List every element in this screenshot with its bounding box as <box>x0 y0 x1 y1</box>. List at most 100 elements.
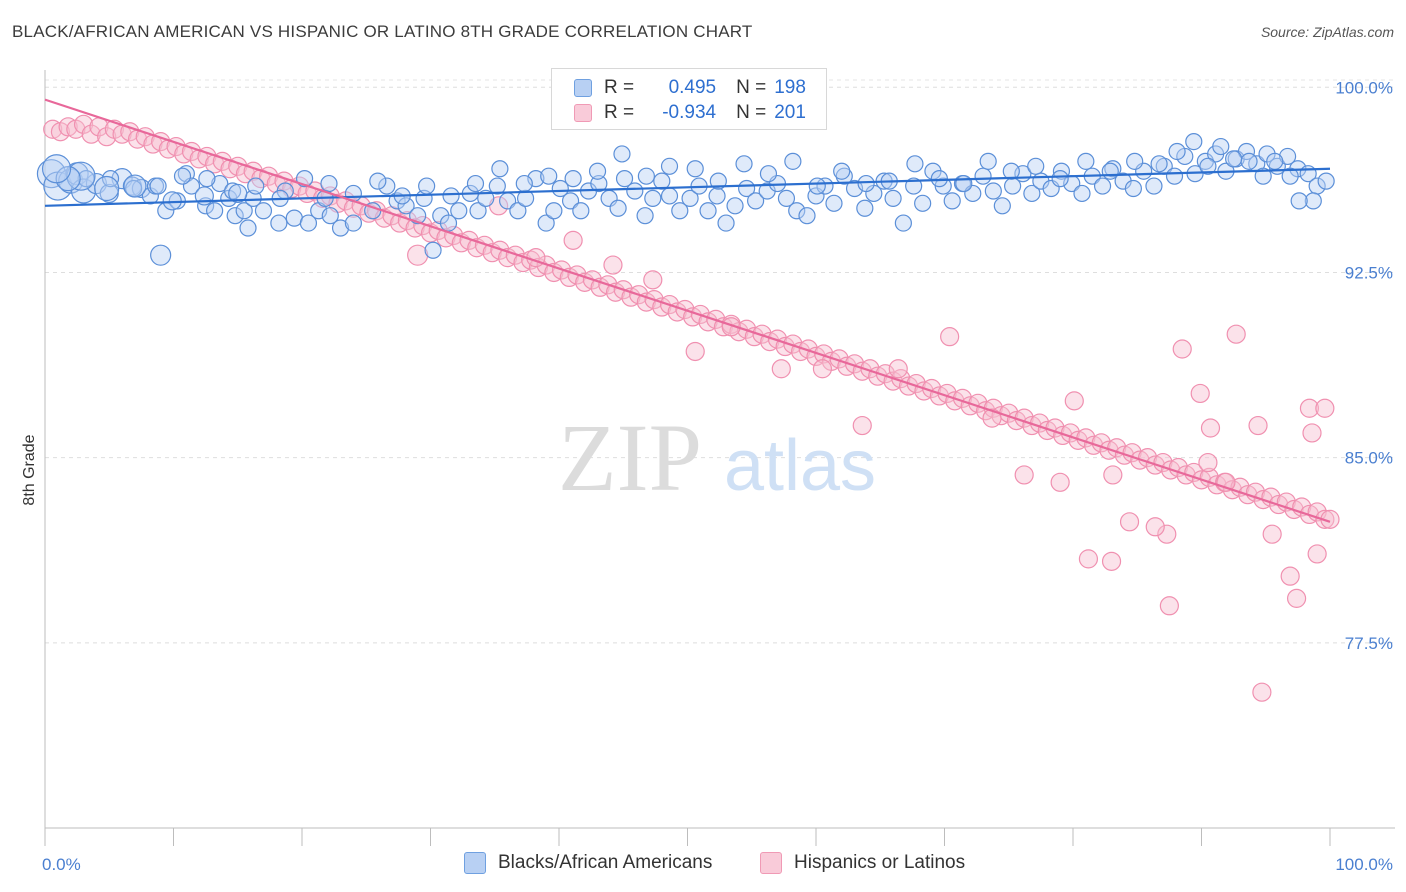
hispanic-point <box>1315 398 1335 418</box>
hispanic-point <box>721 317 741 337</box>
black-point <box>1051 170 1069 188</box>
source-label: Source: ZipAtlas.com <box>1260 24 1394 40</box>
black-point <box>123 174 147 198</box>
black-point <box>681 189 699 207</box>
legend-swatch-blue <box>574 79 592 97</box>
black-point <box>247 177 265 195</box>
hispanic-point <box>652 297 672 317</box>
hispanic-point <box>713 317 734 337</box>
hispanic-point <box>97 127 117 147</box>
black-point <box>660 187 679 205</box>
hispanic-point <box>1226 324 1246 344</box>
black-point <box>974 167 992 185</box>
black-point <box>1317 172 1335 190</box>
hispanic-point <box>1200 418 1221 438</box>
black-point <box>777 189 796 207</box>
black-point <box>747 192 765 210</box>
hispanic-point <box>767 329 788 349</box>
black-point <box>442 187 460 205</box>
black-point <box>1165 167 1184 185</box>
hispanic-point <box>829 349 849 369</box>
black-point <box>150 244 172 266</box>
y-tick-label: 100.0% <box>1335 78 1393 97</box>
hispanic-point <box>814 344 834 364</box>
black-point <box>299 214 318 232</box>
black-point <box>653 172 671 190</box>
black-point <box>588 162 607 180</box>
black-point <box>1027 157 1045 175</box>
series-legend-hispanics[interactable]: Hispanics or Latinos <box>760 852 965 874</box>
hispanic-point <box>343 198 363 218</box>
hispanic-point <box>1103 465 1123 485</box>
black-point <box>321 207 339 225</box>
hispanic-point <box>459 230 479 250</box>
black-point <box>894 214 912 232</box>
hispanic-point <box>888 359 908 379</box>
black-point <box>1278 147 1297 166</box>
black-point <box>857 174 875 193</box>
black-point <box>984 182 1002 200</box>
legend-n-value-pink: 201 <box>774 102 806 123</box>
black-point <box>906 155 924 173</box>
black-point <box>561 192 580 210</box>
hispanic-point <box>812 359 833 379</box>
hispanic-point <box>1014 465 1034 485</box>
series-swatch-pink <box>760 852 782 874</box>
black-point <box>699 202 717 220</box>
black-point <box>955 174 973 193</box>
series-label-blacks: Blacks/African Americans <box>498 852 713 873</box>
black-point <box>884 189 902 207</box>
legend-row-blacks: R = 0.495 N = 198 <box>574 76 806 100</box>
black-point <box>833 162 851 180</box>
trend-lines <box>44 98 1331 523</box>
hispanic-point <box>643 270 663 290</box>
series-legend-blacks[interactable]: Blacks/African Americans <box>464 852 712 874</box>
hispanic-point <box>1190 383 1210 404</box>
black-point <box>1240 152 1258 170</box>
black-point <box>418 177 436 195</box>
hispanic-point <box>1157 524 1177 544</box>
legend-row-hispanics: R = -0.934 N = 201 <box>574 101 806 125</box>
hispanic-point <box>698 312 718 332</box>
black-point <box>1212 137 1230 156</box>
black-point <box>66 161 96 191</box>
black-point <box>717 214 735 232</box>
hispanic-point <box>1022 415 1042 436</box>
black-point <box>239 219 257 237</box>
hispanic-point <box>1302 423 1322 443</box>
black-point <box>788 202 806 220</box>
hispanic-point <box>1184 462 1204 483</box>
series-label-hispanics: Hispanics or Latinos <box>794 852 966 873</box>
black-point <box>1101 162 1119 180</box>
black-point <box>378 177 396 195</box>
black-point <box>1281 167 1299 185</box>
black-point <box>1290 192 1308 210</box>
hispanic-point <box>1307 544 1327 564</box>
hispanic-point <box>413 215 433 236</box>
series-legend: Blacks/African Americans Hispanics or La… <box>0 852 1406 878</box>
black-point <box>211 174 229 193</box>
black-point <box>798 207 816 225</box>
hispanic-point <box>1053 425 1073 446</box>
black-point <box>979 152 997 170</box>
axes <box>44 70 1395 846</box>
hispanic-point <box>798 339 818 359</box>
black-point <box>726 197 744 215</box>
black-point <box>1104 160 1122 178</box>
hispanic-point <box>683 307 703 327</box>
tick-labels: 77.5% 85.0% 92.5% 100.0% 0.0% 100.0% <box>42 78 1393 874</box>
black-point <box>1023 184 1041 203</box>
hispanic-point <box>81 124 101 144</box>
black-point <box>540 167 558 185</box>
hispanic-point <box>1252 682 1272 702</box>
x-tick-label: 100.0% <box>1335 855 1393 874</box>
hispanic-point <box>1172 339 1192 359</box>
black-point <box>914 194 932 212</box>
black-point <box>709 172 727 190</box>
black-point <box>708 187 726 205</box>
hispanic-point <box>982 408 1002 428</box>
black-point <box>320 174 338 193</box>
legend-r-value-blue: 0.495 <box>668 77 717 98</box>
black-point <box>671 202 689 220</box>
black-point <box>905 177 923 195</box>
